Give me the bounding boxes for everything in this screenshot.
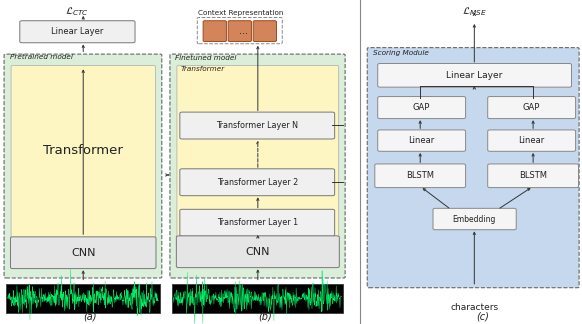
FancyBboxPatch shape xyxy=(4,54,162,278)
Text: Scoring Module: Scoring Module xyxy=(373,51,429,56)
Text: Embedding: Embedding xyxy=(453,214,496,224)
FancyBboxPatch shape xyxy=(378,97,466,119)
FancyBboxPatch shape xyxy=(253,21,276,41)
FancyBboxPatch shape xyxy=(11,65,155,237)
FancyBboxPatch shape xyxy=(197,17,282,44)
FancyBboxPatch shape xyxy=(170,54,345,278)
Bar xyxy=(6,284,160,313)
Text: BLSTM: BLSTM xyxy=(519,171,547,180)
Text: GAP: GAP xyxy=(413,103,430,112)
Text: GAP: GAP xyxy=(523,103,540,112)
Text: Linear Layer: Linear Layer xyxy=(51,27,104,36)
Text: Transformer Layer 2: Transformer Layer 2 xyxy=(217,178,298,187)
FancyBboxPatch shape xyxy=(10,237,156,269)
Text: CNN: CNN xyxy=(246,247,270,257)
FancyBboxPatch shape xyxy=(228,21,251,41)
FancyBboxPatch shape xyxy=(488,97,576,119)
Bar xyxy=(172,284,343,313)
Text: $\mathcal{L}_{MSE}$: $\mathcal{L}_{MSE}$ xyxy=(462,5,487,18)
FancyBboxPatch shape xyxy=(488,130,576,151)
FancyBboxPatch shape xyxy=(180,112,335,139)
Text: Finetuned model: Finetuned model xyxy=(175,55,236,61)
FancyBboxPatch shape xyxy=(488,164,579,188)
Text: CNN: CNN xyxy=(71,248,95,258)
Text: Linear: Linear xyxy=(408,136,435,145)
Text: (b): (b) xyxy=(258,312,272,322)
FancyBboxPatch shape xyxy=(367,48,579,288)
Text: Linear: Linear xyxy=(518,136,545,145)
FancyBboxPatch shape xyxy=(375,164,466,188)
Text: Transformer: Transformer xyxy=(43,144,123,157)
FancyBboxPatch shape xyxy=(180,209,335,236)
FancyBboxPatch shape xyxy=(203,21,226,41)
Text: Transformer Layer 1: Transformer Layer 1 xyxy=(217,218,298,227)
Text: Pretrained model: Pretrained model xyxy=(10,54,73,60)
FancyBboxPatch shape xyxy=(378,130,466,151)
FancyBboxPatch shape xyxy=(378,64,572,87)
Text: (a): (a) xyxy=(83,312,97,322)
Text: Transformer Layer N: Transformer Layer N xyxy=(217,121,298,130)
Text: ...: ... xyxy=(239,27,248,36)
FancyBboxPatch shape xyxy=(433,208,516,230)
FancyBboxPatch shape xyxy=(180,169,335,196)
Text: BLSTM: BLSTM xyxy=(406,171,434,180)
Text: Linear Layer: Linear Layer xyxy=(446,71,502,80)
Text: Transformer: Transformer xyxy=(181,66,225,72)
FancyBboxPatch shape xyxy=(176,236,339,268)
FancyBboxPatch shape xyxy=(20,21,135,43)
FancyBboxPatch shape xyxy=(177,65,339,237)
Text: $\mathcal{L}_{CTC}$: $\mathcal{L}_{CTC}$ xyxy=(66,5,89,18)
Text: Context Representation: Context Representation xyxy=(198,10,283,16)
Text: (c): (c) xyxy=(477,312,489,322)
Text: characters: characters xyxy=(450,303,498,312)
